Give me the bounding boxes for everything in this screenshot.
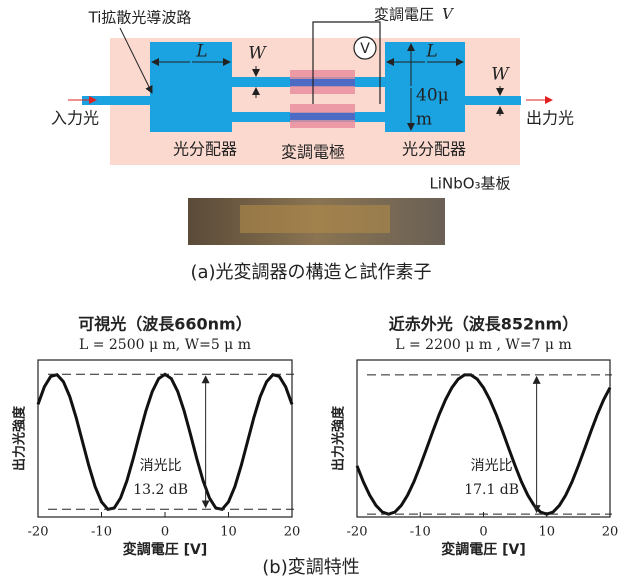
wire	[312, 21, 381, 104]
splitter-label: 光分配器	[173, 140, 237, 159]
x-tick-label: 0	[479, 525, 487, 540]
y-axis-label: 出力光強度	[12, 405, 28, 471]
chart-subtitle: L = 2500 μ m, W=5 μ m	[79, 337, 251, 353]
splitter	[150, 42, 232, 132]
waveguide	[82, 96, 152, 105]
chart-title: 可視光（波長660nm）	[78, 315, 251, 334]
width-label: 40μ	[416, 86, 449, 106]
dim-label: L	[195, 42, 207, 62]
x-tick-label: 20	[602, 525, 619, 540]
voltage-label: 変調電圧	[374, 6, 434, 24]
x-axis-label: 変調電圧 [V]	[441, 541, 526, 558]
electrode-label: 変調電極	[281, 143, 345, 162]
input-label: 入力光	[51, 109, 99, 128]
waveguide	[463, 96, 521, 105]
substrate-label: LiNbO₃基板	[429, 175, 510, 193]
x-tick-label: -20	[347, 525, 368, 540]
meter	[353, 36, 377, 60]
x-tick-label: 10	[220, 525, 237, 540]
x-axis-label: 変調電圧 [V]	[123, 541, 208, 558]
dim-label: W	[248, 44, 267, 64]
dim-label: L	[425, 42, 437, 62]
waveguide-label: Ti拡散光導波路	[88, 9, 192, 27]
electrode-arm	[290, 113, 355, 120]
meter-label: V	[360, 41, 370, 57]
caption: (a)光変調器の構造と試作素子	[190, 262, 431, 283]
x-tick-label: -10	[91, 525, 112, 540]
annotation: 消光比	[140, 458, 182, 474]
x-tick-label: -10	[410, 525, 431, 540]
diagram: V 変調電圧 V Ti拡散光導波路 入力光 出力光 L W L W 40μ m …	[51, 5, 574, 578]
device-photo-detail	[240, 205, 390, 233]
output-label: 出力光	[526, 109, 574, 128]
x-tick-label: -20	[28, 525, 49, 540]
splitter-label: 光分配器	[402, 140, 466, 159]
caption: (b)変調特性	[262, 557, 359, 578]
x-tick-label: 20	[284, 525, 301, 540]
y-axis-label: 出力光強度	[331, 405, 347, 471]
voltage-symbol: V	[442, 5, 455, 23]
x-tick-label: 10	[538, 525, 555, 540]
curve	[355, 373, 612, 516]
splitter	[385, 42, 465, 132]
x-tick-label: 0	[161, 525, 169, 540]
chart-title: 近赤外光（波長852nm）	[389, 315, 578, 334]
dim-label: W	[491, 65, 510, 85]
pointer	[119, 27, 153, 94]
electrode-arm	[290, 79, 355, 86]
width-label: m	[416, 110, 432, 130]
chart-subtitle: L = 2200 μ m , W=7 μ m	[395, 337, 571, 353]
annotation: 消光比	[471, 458, 513, 474]
annotation-value: 13.2 dB	[133, 482, 188, 498]
annotation-value: 17.1 dB	[464, 482, 519, 498]
